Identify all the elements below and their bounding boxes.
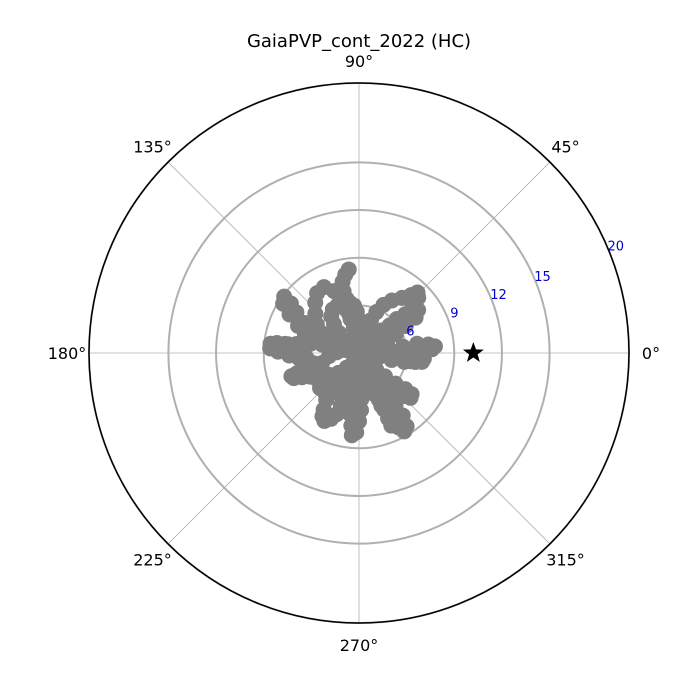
- radial-tick-label: 6: [406, 325, 414, 340]
- data-point: [280, 336, 297, 353]
- angle-tick-label: 270°: [340, 636, 379, 655]
- angle-tick-label: 135°: [133, 138, 172, 157]
- radial-tick-label: 12: [490, 288, 507, 303]
- radial-tick-label: 15: [534, 270, 551, 285]
- angle-tick-label: 315°: [546, 551, 585, 570]
- data-point: [281, 306, 298, 323]
- angle-tick-label: 0°: [642, 344, 660, 363]
- radial-tick-label: 9: [450, 307, 458, 322]
- data-point: [291, 335, 308, 352]
- radial-gridline: [215, 209, 503, 497]
- radial-gridline: [167, 161, 551, 545]
- data-point: [307, 305, 324, 322]
- star-marker: [462, 342, 484, 362]
- axis-labels: 0° 45° 90° 135° 180° 225° 270° 315° 6 9 12 15 20: [48, 52, 660, 655]
- data-point: [341, 394, 358, 411]
- data-point: [396, 353, 413, 370]
- radial-tick-label: 20: [608, 240, 625, 255]
- data-point: [345, 313, 362, 330]
- angle-tick-label: 225°: [133, 551, 172, 570]
- angle-tick-label: 180°: [48, 344, 87, 363]
- angle-tick-label: 45°: [551, 138, 579, 157]
- data-points: [262, 261, 484, 444]
- polar-frame: [88, 82, 630, 624]
- chart-title: GaiaPVP_cont_2022 (HC): [247, 31, 471, 52]
- data-point: [407, 353, 424, 370]
- data-point: [383, 351, 400, 368]
- angle-tick-label: 90°: [345, 52, 373, 71]
